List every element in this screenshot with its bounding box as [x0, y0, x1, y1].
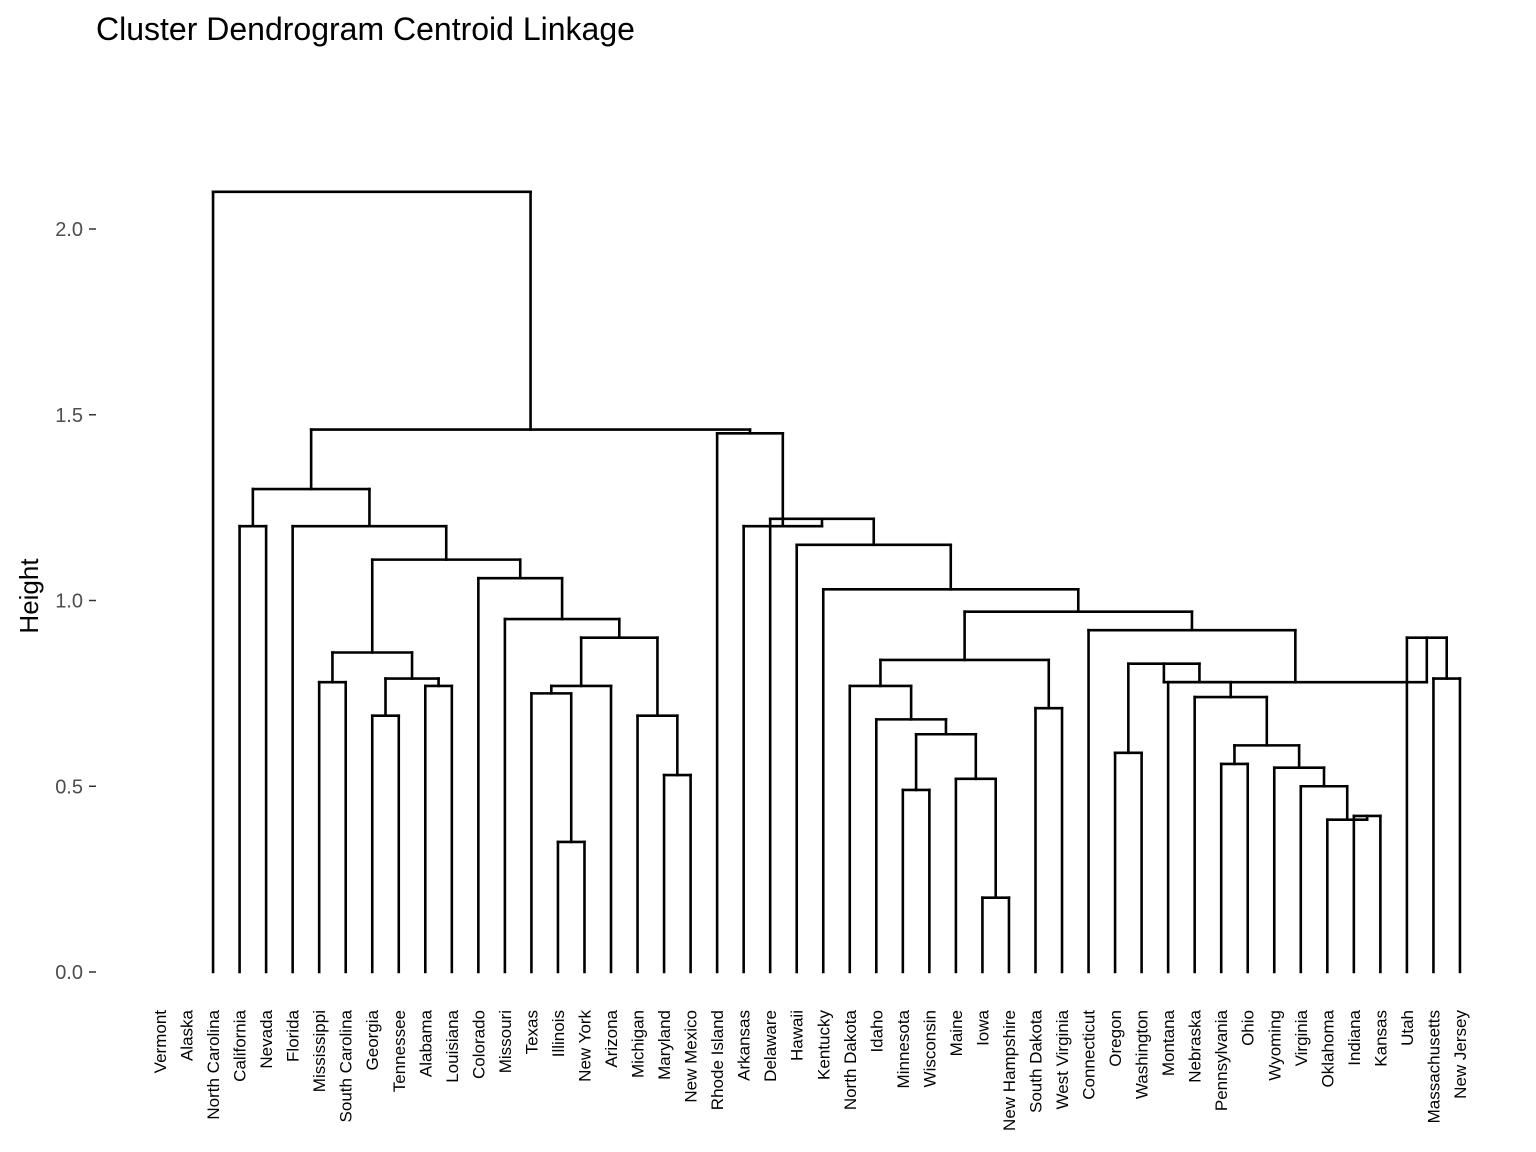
- leaf-label: Kansas: [1371, 1010, 1390, 1067]
- leaf-label: Alaska: [178, 1009, 197, 1061]
- leaf-label: Pennsylvania: [1212, 1009, 1231, 1111]
- leaf-label: Indiana: [1345, 1009, 1364, 1065]
- leaf-label: Rhode Island: [708, 1010, 727, 1110]
- leaf-label: New Hampshire: [1000, 1010, 1019, 1131]
- leaf-label: Virginia: [1292, 1009, 1311, 1066]
- leaf-label: Delaware: [761, 1010, 780, 1082]
- leaf-label: South Dakota: [1026, 1009, 1045, 1113]
- leaf-label: Mississippi: [310, 1010, 329, 1092]
- leaf-label: Arkansas: [735, 1010, 754, 1081]
- leaf-label: Georgia: [363, 1009, 382, 1070]
- chart-title: Cluster Dendrogram Centroid Linkage: [96, 11, 635, 47]
- leaf-label: North Dakota: [841, 1009, 860, 1110]
- leaf-label: Nevada: [257, 1009, 276, 1068]
- leaf-label: Montana: [1159, 1009, 1178, 1076]
- leaf-label: Idaho: [867, 1010, 886, 1053]
- leaf-label: Kentucky: [814, 1010, 833, 1080]
- y-tick-label: 1.0: [55, 591, 83, 613]
- leaf-label: Alabama: [416, 1009, 435, 1077]
- leaf-label: Hawaii: [788, 1010, 807, 1061]
- leaf-label: Oklahoma: [1318, 1009, 1337, 1087]
- leaf-label: Nebraska: [1186, 1009, 1205, 1082]
- y-tick-label: 0.5: [55, 776, 83, 798]
- leaf-label: New Jersey: [1451, 1010, 1470, 1099]
- leaf-label: Illinois: [549, 1010, 568, 1057]
- leaf-label: California: [231, 1009, 250, 1081]
- leaf-label: Arizona: [602, 1009, 621, 1067]
- leaf-label: West Virginia: [1053, 1009, 1072, 1109]
- leaf-label: Wisconsin: [920, 1010, 939, 1087]
- leaf-label: Connecticut: [1080, 1010, 1099, 1100]
- leaf-label: Vermont: [151, 1010, 170, 1074]
- leaf-label: New York: [575, 1010, 594, 1082]
- leaf-label: Iowa: [973, 1009, 992, 1045]
- y-tick-label: 0.0: [55, 962, 83, 984]
- leaf-label: Ohio: [1239, 1010, 1258, 1046]
- leaf-label: Colorado: [469, 1010, 488, 1079]
- y-tick-label: 2.0: [55, 219, 83, 241]
- leaf-label: Louisiana: [443, 1009, 462, 1082]
- y-tick-label: 1.5: [55, 405, 83, 427]
- leaf-label: Tennessee: [390, 1010, 409, 1092]
- leaf-label: Maryland: [655, 1010, 674, 1080]
- leaf-label: Maine: [947, 1010, 966, 1056]
- leaf-label: Minnesota: [894, 1009, 913, 1088]
- dendrogram-branches: [211, 190, 1462, 974]
- leaf-label: North Carolina: [204, 1009, 223, 1119]
- leaf-labels: Vermont Alaska North Carolina California Nev…: [151, 1009, 1470, 1130]
- leaf-label: South Carolina: [337, 1009, 356, 1122]
- leaf-label: Wyoming: [1265, 1010, 1284, 1081]
- y-axis: 0.0 0.5 1.0 1.5 2.0: [55, 219, 96, 984]
- leaf-label: Washington: [1133, 1010, 1152, 1099]
- leaf-label: New Mexico: [682, 1010, 701, 1103]
- leaf-label: Oregon: [1106, 1010, 1125, 1067]
- leaf-label: Massachusetts: [1424, 1010, 1443, 1123]
- leaf-label: Missouri: [496, 1010, 515, 1073]
- leaf-label: Utah: [1398, 1010, 1417, 1046]
- leaf-label: Florida: [284, 1009, 303, 1062]
- y-axis-label: Height: [14, 558, 44, 634]
- leaf-label: Texas: [522, 1010, 541, 1054]
- leaf-label: Michigan: [629, 1010, 648, 1078]
